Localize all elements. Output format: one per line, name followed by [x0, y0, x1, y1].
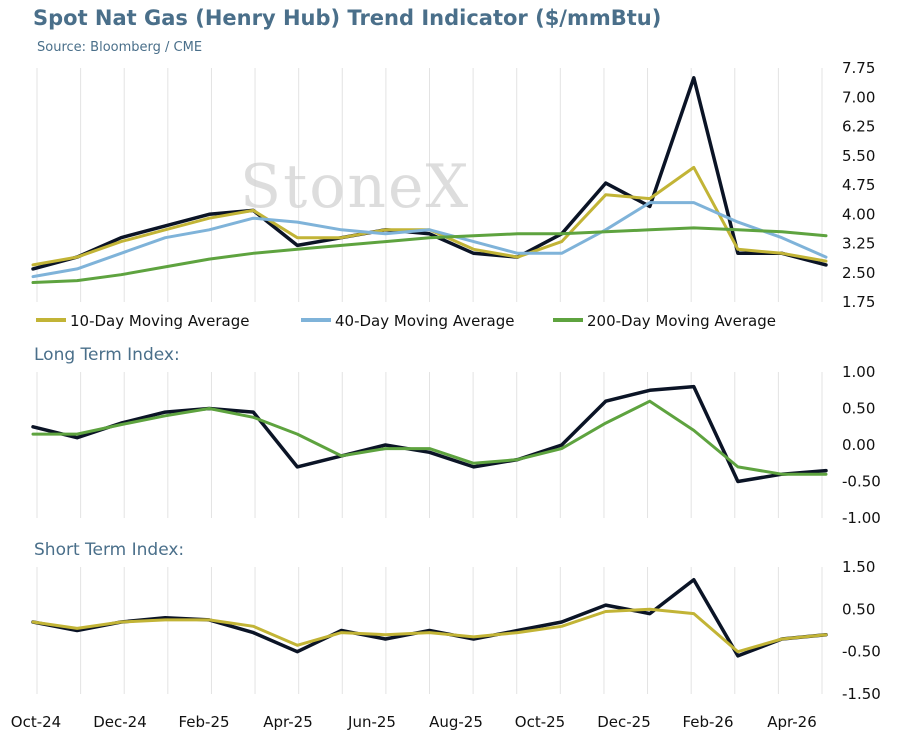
ytick-price-4: 4.75	[842, 176, 875, 194]
ytick-short-0: 1.50	[842, 558, 875, 576]
xtick-4: Jun-25	[347, 713, 396, 731]
series-price-3	[31, 226, 828, 284]
legend-label-0: 10-Day Moving Average	[70, 312, 249, 330]
legend: 10-Day Moving Average 40-Day Moving Avera…	[36, 312, 776, 330]
ytick-price-8: 1.75	[842, 293, 875, 311]
xtick-2: Feb-25	[178, 713, 229, 731]
series-long-0	[31, 384, 828, 484]
series-short-1	[31, 607, 828, 654]
ytick-short-3: -1.50	[842, 685, 881, 703]
xtick-6: Oct-25	[515, 713, 565, 731]
panel-title-long: Long Term Index:	[34, 345, 180, 365]
series-long-1	[31, 399, 828, 476]
xtick-0: Oct-24	[11, 713, 61, 731]
xtick-1: Dec-24	[93, 713, 147, 731]
chart-source: Source: Bloomberg / CME	[37, 40, 203, 55]
ytick-price-7: 2.50	[842, 264, 875, 282]
xtick-3: Apr-25	[263, 713, 313, 731]
ytick-long-4: -1.00	[842, 509, 881, 527]
legend-label-1: 40-Day Moving Average	[335, 312, 514, 330]
series-price-2	[31, 201, 828, 279]
chart-title: Spot Nat Gas (Henry Hub) Trend Indicator…	[33, 6, 662, 30]
legend-label-2: 200-Day Moving Average	[587, 312, 776, 330]
ytick-price-5: 4.00	[842, 205, 875, 223]
ytick-price-3: 5.50	[842, 147, 875, 165]
panel-title-short: Short Term Index:	[34, 540, 184, 560]
xtick-8: Feb-26	[682, 713, 733, 731]
ytick-short-1: 0.50	[842, 600, 875, 618]
series-price-0	[31, 76, 828, 271]
ytick-long-2: 0.00	[842, 436, 875, 454]
panel-titles: Long Term Index: Short Term Index:	[34, 345, 184, 560]
series-short-0	[31, 577, 828, 658]
series-lines	[31, 76, 828, 658]
xtick-9: Apr-26	[767, 713, 817, 731]
ytick-price-0: 7.75	[842, 59, 875, 77]
tick-labels: 7.75 7.00 6.25 5.50 4.75 4.00 3.25 2.50 1.75 1.00…	[11, 59, 881, 731]
watermark: StoneX	[240, 152, 470, 222]
ytick-long-3: -0.50	[842, 473, 881, 491]
ytick-price-1: 7.00	[842, 88, 875, 106]
xtick-5: Aug-25	[429, 713, 483, 731]
grid-lines	[36, 68, 823, 694]
ytick-price-2: 6.25	[842, 118, 875, 136]
xtick-7: Dec-25	[597, 713, 651, 731]
ytick-price-6: 3.25	[842, 235, 875, 253]
ytick-short-2: -0.50	[842, 643, 881, 661]
ytick-long-1: 0.50	[842, 400, 875, 418]
ytick-long-0: 1.00	[842, 363, 875, 381]
